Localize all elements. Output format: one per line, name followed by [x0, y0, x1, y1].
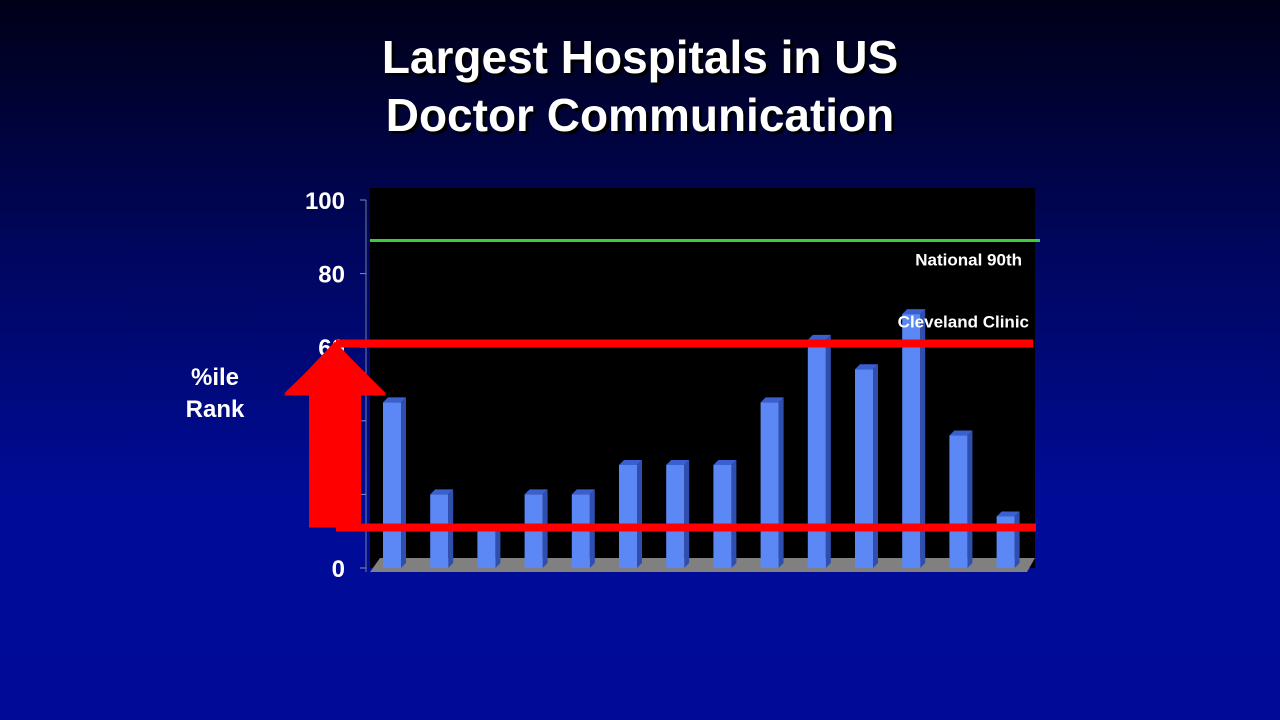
bar [807, 339, 826, 568]
bar-side [684, 459, 690, 568]
title-line-2: Doctor Communication [385, 89, 895, 141]
bar-side [731, 459, 737, 568]
bar-side [1014, 511, 1020, 568]
red-arrow-shaft [309, 393, 361, 528]
y-tick-label: 100 [305, 188, 345, 215]
bar [949, 435, 968, 568]
bar [855, 369, 873, 568]
bar-top [524, 489, 548, 495]
bar [760, 402, 779, 568]
y-axis-label: %ile Rank [160, 362, 270, 426]
bar-top [666, 459, 690, 465]
bar-top [902, 309, 926, 315]
plot-area [370, 188, 1035, 568]
y-tick-label: 0 [332, 556, 345, 583]
cleveland-clinic-label: Cleveland Clinic [898, 313, 1029, 332]
bar-top [855, 364, 878, 370]
bar-top [713, 459, 737, 465]
bar-top [619, 459, 642, 465]
bar-side [967, 430, 973, 568]
bar-top [430, 489, 454, 495]
title-line-1: Largest Hospitals in US [381, 31, 899, 83]
plot-floor [370, 558, 1035, 572]
bar-top [807, 334, 831, 340]
national-90th-label: National 90th [915, 250, 1022, 269]
bar-side [825, 334, 831, 568]
bar-side [637, 459, 642, 568]
y-axis-label-line-1: %ile [190, 364, 240, 391]
bar-top [949, 430, 973, 436]
y-tick-label: 80 [318, 262, 345, 289]
y-axis-label-line-2: Rank [185, 396, 245, 423]
bar-top [996, 511, 1020, 517]
bar-top [760, 397, 784, 403]
bar [619, 464, 637, 568]
bar [902, 314, 921, 568]
bar [666, 464, 685, 568]
bar-side [873, 364, 878, 568]
bar-top [571, 489, 595, 495]
bar [713, 464, 732, 568]
slide-title: Largest Hospitals in US Doctor Communica… [0, 28, 1280, 144]
bar [383, 402, 401, 568]
bar-side [495, 526, 501, 568]
bar-side [920, 309, 926, 568]
bar-side [778, 397, 784, 568]
bar-side [401, 397, 406, 568]
red-arrow-head [284, 341, 386, 396]
bar-top [383, 397, 406, 403]
bar [477, 531, 496, 568]
